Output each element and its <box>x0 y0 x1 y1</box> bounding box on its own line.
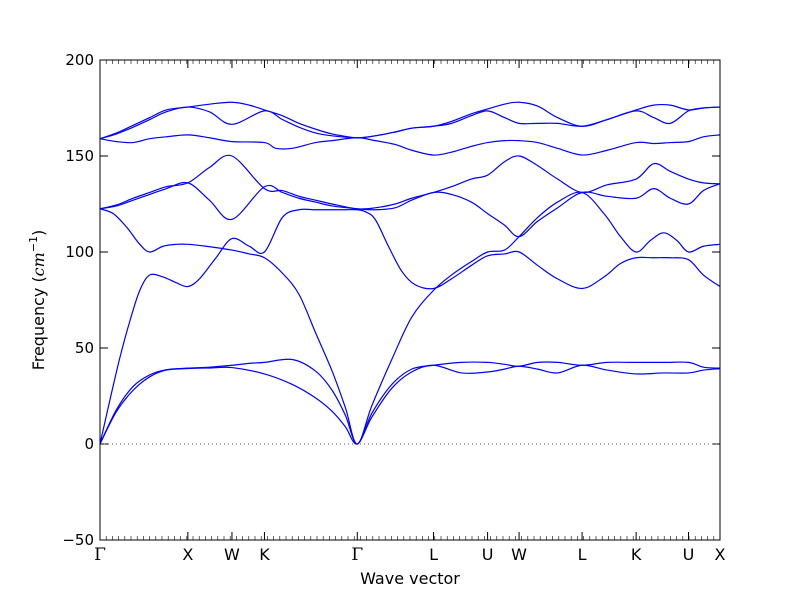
x-tick-label: K <box>259 545 270 564</box>
y-axis-label-suffix: ) <box>29 230 48 236</box>
y-tick-label: −50 <box>62 531 94 549</box>
y-tick-label: 200 <box>65 51 94 69</box>
x-tick-label: X <box>715 545 726 564</box>
x-tick-label: K <box>631 545 642 564</box>
x-tick-label: X <box>182 545 193 564</box>
plot-frame <box>99 59 721 541</box>
y-tick-label: 100 <box>65 243 94 261</box>
y-axis-label-exponent: −1 <box>27 236 40 252</box>
band-series <box>99 101 721 445</box>
y-axis-label: Frequency (cm−1) <box>27 230 48 371</box>
y-tick-label: 150 <box>65 147 94 165</box>
x-tick-label: U <box>482 545 494 564</box>
x-tick-label: U <box>683 545 695 564</box>
band-line-2 <box>99 358 721 445</box>
x-tick-label: L <box>578 545 587 564</box>
y-axis-label-prefix: Frequency ( <box>29 276 48 370</box>
band-line-9 <box>99 101 721 140</box>
x-tick-label: W <box>511 545 527 564</box>
x-tick-label: Γ <box>351 545 363 565</box>
y-tick-label: 50 <box>75 339 94 357</box>
band-line-7 <box>99 134 721 156</box>
x-tick-label: L <box>429 545 438 564</box>
band-line-6 <box>99 154 721 210</box>
y-tick-label: 0 <box>84 435 94 453</box>
band-line-5 <box>99 181 721 238</box>
x-axis-label: Wave vector <box>360 569 460 588</box>
y-axis-label-unit: cm <box>29 252 48 276</box>
x-tick-label: Γ <box>94 545 106 565</box>
band-line-3 <box>99 208 721 445</box>
y-tick-labels: −50 0 50 100 150 200 <box>62 51 94 549</box>
x-tick-label: W <box>224 545 240 564</box>
band-line-4 <box>99 191 721 445</box>
